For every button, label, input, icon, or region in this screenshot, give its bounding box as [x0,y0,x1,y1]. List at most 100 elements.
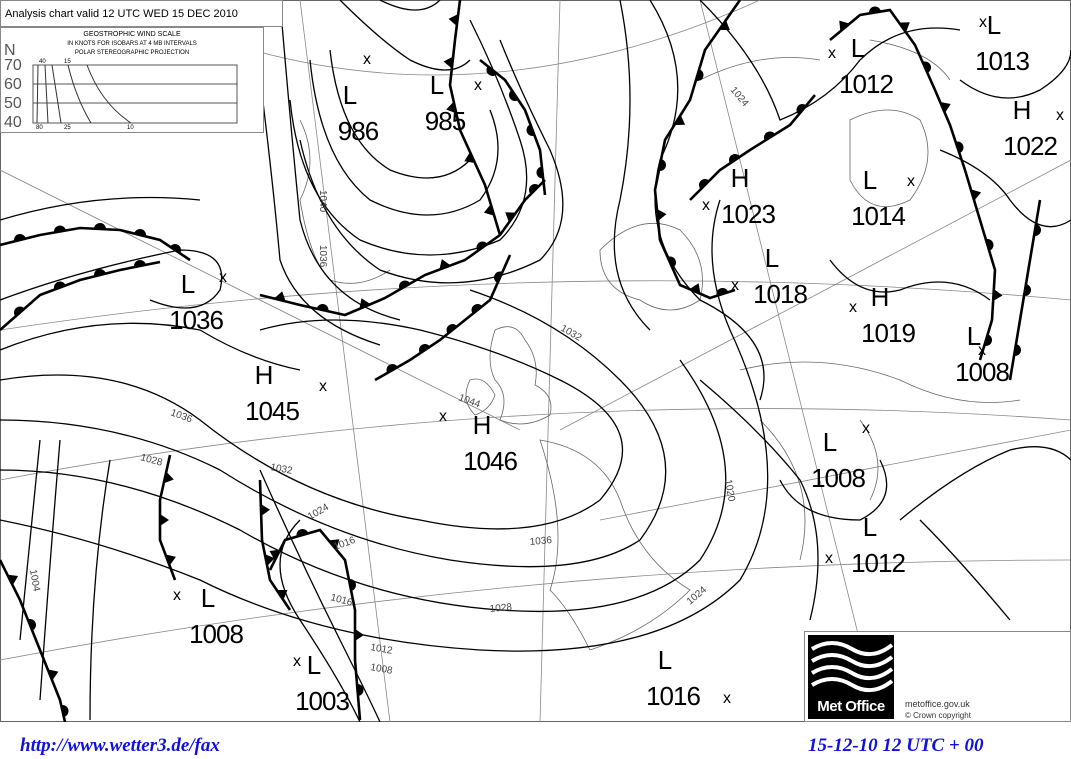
front-triangle-symbol [160,514,169,526]
isobar-line [329,49,471,179]
isobar-line [899,446,1071,521]
center-type: L [823,427,837,457]
isobar-line [299,39,564,284]
center-x-mark: x [363,51,371,68]
front-triangle-symbol [439,259,451,270]
pressure-center-high: H 1045 x [245,360,327,426]
scale-subheading: IN KNOTS FOR ISOBARS AT 4 MB INTERVALS [67,41,197,47]
met-office-logo-box: Met Office metoffice.gov.uk © Crown copy… [804,631,1071,722]
front-semicircle-symbol [134,260,146,268]
fronts [0,0,1042,722]
chart-title: Analysis chart valid 12 UTC WED 15 DEC 2… [0,0,283,27]
front-triangle-symbol [276,590,288,600]
front-triangle-symbol [274,291,286,302]
isobar-line [0,249,223,309]
front-triangle-symbol [359,298,371,309]
source-url-link[interactable]: http://www.wetter3.de/fax [20,735,220,756]
center-x-mark: x [319,378,327,395]
front-semicircle-symbol [922,61,931,73]
center-pressure: 1036 [169,305,223,335]
front-semicircle-symbol [536,166,544,179]
isobar-label: 1036 [317,245,328,268]
speed-label: 15 [64,59,71,65]
latitude-n-label: N [4,42,16,59]
front-semicircle-symbol [699,179,710,190]
front-semicircle-symbol [54,281,66,290]
front-semicircle-symbol [54,225,66,233]
center-x-mark: x [1056,107,1064,124]
center-type: L [430,70,444,100]
front-semicircle-symbol [61,705,69,717]
center-x-mark: x [979,14,987,31]
wave-icon [810,641,894,693]
front-semicircle-symbol [869,6,881,14]
front-semicircle-symbol [486,66,498,76]
front-semicircle-symbol [529,184,540,195]
speed-label: 80 [36,125,43,131]
front-triangle-symbol [47,669,59,681]
isobar-line [613,0,651,331]
isobar-line [699,379,819,621]
isobar-line [959,49,1071,99]
center-x-mark: x [849,299,857,316]
front-semicircle-symbol [296,529,309,537]
wind-scale-graph: N 70 60 50 40 40 15 80 25 10 [4,42,238,131]
isobar-line [939,149,1071,228]
front-semicircle-symbol [955,141,964,154]
front-semicircle-symbol [494,271,503,283]
center-x-mark: x [474,77,482,94]
website-label: metoffice.gov.uk [905,699,970,709]
front-semicircle-symbol [695,69,704,81]
pressure-center-low: L 1008 x [173,583,244,649]
isobar-line [779,459,888,521]
valid-time-stamp: 15-12-10 12 UTC + 00 [808,735,984,756]
front-triangle-symbol [839,20,850,32]
isobar-label: 1028 [489,602,513,615]
center-pressure: 1008 [189,619,243,649]
front-triangle-symbol [719,20,730,31]
isobar-labels: 1036102810321024101610121008100410361028… [27,85,751,677]
center-pressure: 1012 [851,548,905,578]
center-x-mark: x [828,45,836,62]
front-semicircle-symbol [985,239,994,251]
center-x-mark: x [978,342,986,359]
front-semicircle-symbol [716,288,729,296]
front-triangle-symbol [899,22,910,33]
front-triangle-symbol [448,14,459,26]
pressure-centers: L986xL985xL1012xL1013xH1022xH1023xL1014x… [169,10,1064,716]
center-x-mark: x [293,653,301,670]
met-office-logo: Met Office [808,635,894,719]
front-triangle-symbol [464,152,475,163]
geostrophic-wind-scale: GEOSTROPHIC WIND SCALE IN KNOTS FOR ISOB… [0,27,264,133]
isobar-line [39,439,61,701]
isobar-line [89,459,111,721]
center-type: L [181,269,195,299]
isobar-label: 1036 [529,535,553,548]
center-type: H [473,410,492,440]
isobar-line [259,469,381,722]
lat-label: 70 [4,57,22,74]
center-pressure: 986 [338,116,379,146]
front-semicircle-symbol [14,306,25,317]
isobar-line [0,199,769,652]
isobar-line [0,196,201,221]
isobar-line [279,0,401,321]
front-semicircle-symbol [526,124,535,136]
front-triangle-symbol [264,554,275,566]
warm-front-line [689,94,816,201]
occluded-front-line [653,0,742,300]
front-triangle-symbol [446,101,457,114]
front-semicircle-symbol [94,269,106,277]
lat-lon-grid [0,0,1071,722]
speed-label: 40 [39,59,46,65]
center-x-mark: x [723,690,731,707]
front-semicircle-symbol [134,229,146,237]
center-x-mark: x [825,550,833,567]
isobar-line [699,0,961,121]
center-x-mark: x [862,420,870,437]
center-pressure: 1023 [721,199,775,229]
coastlines [299,39,1021,651]
